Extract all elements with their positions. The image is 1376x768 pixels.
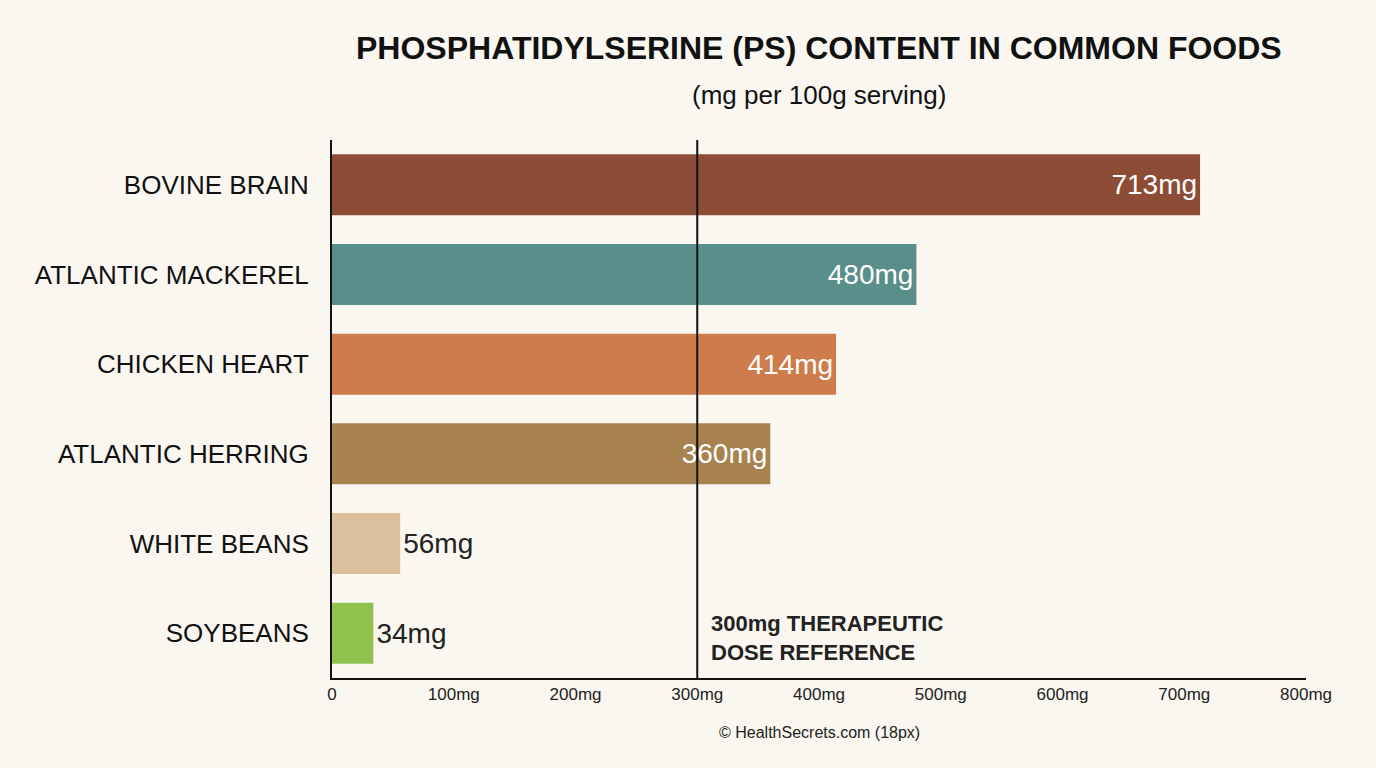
svg-text:ATLANTIC MACKEREL: ATLANTIC MACKEREL (35, 260, 309, 290)
svg-text:600mg: 600mg (1037, 685, 1089, 704)
svg-text:414mg: 414mg (747, 349, 833, 380)
svg-text:SOYBEANS: SOYBEANS (166, 618, 309, 648)
svg-text:(mg per 100g serving): (mg per 100g serving) (692, 80, 946, 110)
svg-text:WHITE BEANS: WHITE BEANS (130, 529, 309, 559)
svg-text:300mg: 300mg (671, 685, 723, 704)
svg-text:400mg: 400mg (793, 685, 845, 704)
svg-text:300mg THERAPEUTICDOSE REFERENC: 300mg THERAPEUTICDOSE REFERENCE (711, 611, 943, 665)
svg-text:700mg: 700mg (1158, 685, 1210, 704)
svg-text:BOVINE BRAIN: BOVINE BRAIN (124, 170, 309, 200)
svg-text:ATLANTIC HERRING: ATLANTIC HERRING (58, 439, 309, 469)
svg-text:200mg: 200mg (550, 685, 602, 704)
svg-text:PHOSPHATIDYLSERINE (PS) CONTEN: PHOSPHATIDYLSERINE (PS) CONTENT IN COMMO… (356, 30, 1282, 66)
svg-text:800mg: 800mg (1280, 685, 1332, 704)
svg-text:500mg: 500mg (915, 685, 967, 704)
svg-text:© HealthSecrets.com (18px): © HealthSecrets.com (18px) (719, 724, 920, 741)
svg-text:713mg: 713mg (1111, 169, 1197, 200)
svg-text:CHICKEN HEART: CHICKEN HEART (97, 349, 309, 379)
svg-text:56mg: 56mg (403, 528, 473, 559)
svg-text:0: 0 (327, 685, 336, 704)
svg-text:34mg: 34mg (376, 618, 446, 649)
svg-text:100mg: 100mg (428, 685, 480, 704)
svg-text:360mg: 360mg (682, 438, 768, 469)
svg-text:480mg: 480mg (828, 259, 914, 290)
